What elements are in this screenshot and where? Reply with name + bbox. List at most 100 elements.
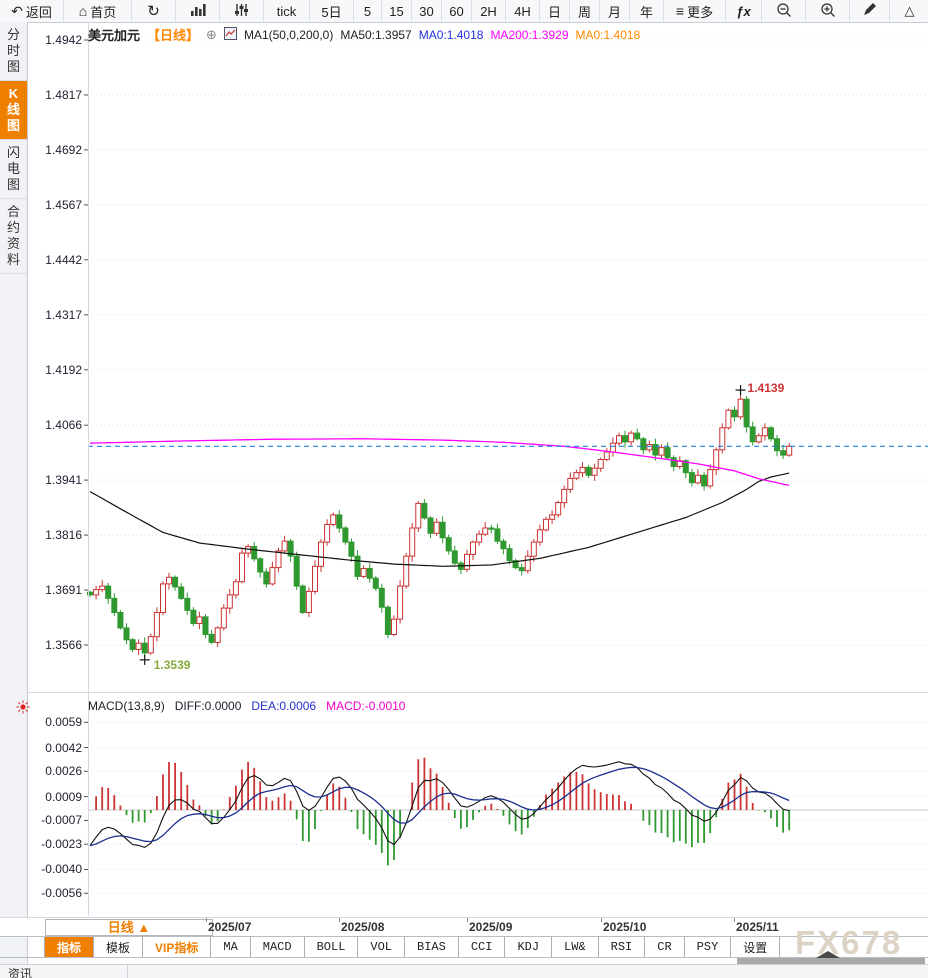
toolbar-button-h2[interactable]: 2H	[472, 0, 506, 22]
tab-template[interactable]: 模板	[93, 937, 144, 957]
toolbar-button-draw[interactable]	[850, 0, 890, 22]
bottom-status-bar: 资讯	[0, 964, 928, 978]
toolbar-button-zoom-out[interactable]	[762, 0, 806, 22]
ma200-value: MA200:1.3929	[490, 27, 569, 42]
horizontal-scrollbar[interactable]	[737, 958, 925, 964]
home-icon: ⌂	[78, 2, 88, 19]
toolbar-button-h4[interactable]: 4H	[506, 0, 540, 22]
x-axis-tick	[734, 918, 735, 922]
tab-cci[interactable]: CCI	[457, 937, 506, 957]
x-axis-strip: 日线 ▲ 2025/07 2025/08 2025/09 2025/10 2025/11	[0, 917, 928, 936]
tab-rsi[interactable]: RSI	[597, 937, 646, 957]
toolbar-button-5d[interactable]: 5日	[310, 0, 354, 22]
chart-canvas[interactable]	[28, 22, 928, 916]
tab-vol[interactable]: VOL	[357, 937, 406, 957]
tab-kdj[interactable]: KDJ	[504, 937, 553, 957]
x-axis-tick	[339, 918, 340, 922]
sidebar-item-contract-info[interactable]: 合 约 资 料	[0, 199, 27, 274]
toolbar-button-m30[interactable]: 30	[412, 0, 442, 22]
toolbar-button-m5[interactable]: 5	[354, 0, 382, 22]
x-axis-label: 2025/08	[341, 920, 385, 934]
x-axis-tick	[601, 918, 602, 922]
main-y-tick-label: 1.4942	[45, 33, 82, 47]
macd-params-label: MACD(13,8,9)	[88, 699, 165, 713]
x-axis-label: 2025/07	[208, 920, 252, 934]
main-y-tick-label: 1.3941	[45, 473, 82, 488]
tab-indicator[interactable]: 指标	[44, 937, 95, 957]
tab-bias[interactable]: BIAS	[404, 937, 459, 957]
add-indicator-icon[interactable]: ⊕	[206, 26, 217, 42]
x-axis-label: 2025/09	[469, 920, 513, 934]
indicator-settings-icon[interactable]	[16, 700, 30, 714]
pencil-icon	[862, 2, 877, 20]
period-selector-button[interactable]: 日线 ▲	[45, 919, 213, 936]
tab-cr[interactable]: CR	[644, 937, 685, 957]
tab-psy[interactable]: PSY	[683, 937, 732, 957]
toolbar-button-back[interactable]: ↶ 返回	[0, 0, 64, 22]
macd-title-row: MACD(13,8,9) DIFF:0.0000 DEA:0.0006 MACD…	[88, 699, 405, 713]
watermark-logo: FX678	[795, 924, 903, 961]
x-axis-tick	[467, 918, 468, 922]
zoom-out-icon	[776, 2, 792, 21]
x-axis-label: 2025/11	[736, 920, 779, 934]
macd-hist-value: MACD:-0.0010	[326, 699, 406, 713]
price-annotation-label: 1.3539	[153, 657, 191, 672]
x-axis-label: 2025/10	[603, 920, 647, 934]
main-y-tick-label: 1.4317	[45, 307, 82, 322]
toolbar-button-sliders[interactable]	[220, 0, 264, 22]
sidebar-item-lightning[interactable]: 闪 电 图	[0, 140, 27, 199]
tabbar-bottom-border	[0, 957, 928, 958]
menu-icon: ≡	[675, 2, 685, 19]
main-y-tick-label: 1.3816	[45, 528, 82, 543]
toolbar-button-month[interactable]: 月	[600, 0, 630, 22]
toolbar-button-home[interactable]: ⌂ 首页	[64, 0, 132, 22]
macd-diff-value: DIFF:0.0000	[174, 699, 242, 713]
toolbar-button-week[interactable]: 周	[570, 0, 600, 22]
toolbar-button-refresh[interactable]: ↻	[132, 0, 176, 22]
sidebar-item-kline[interactable]: K 线 图	[0, 81, 27, 140]
toolbar-button-zoom-in[interactable]	[806, 0, 850, 22]
macd-y-tick-label: -0.0023	[41, 837, 82, 852]
toolbar-button-day[interactable]: 日	[540, 0, 570, 22]
tab-vip[interactable]: VIP指标	[142, 937, 212, 957]
tab-lw[interactable]: LW&	[551, 937, 599, 957]
main-y-tick-label: 1.4066	[45, 418, 82, 433]
chart-title-row: 美元加元 【日线】 ⊕ MA1(50,0,200,0) MA50:1.3957 …	[88, 25, 640, 44]
tab-settings[interactable]: 设置	[730, 937, 781, 957]
sliders-icon	[234, 3, 249, 20]
macd-y-tick-label: 0.0042	[45, 740, 82, 755]
toolbar-button-m15[interactable]: 15	[382, 0, 412, 22]
toolbar-button-bar-chart[interactable]	[176, 0, 220, 22]
toolbar-button-m60[interactable]: 60	[442, 0, 472, 22]
ma0-blue-value: MA0:1.4018	[418, 27, 484, 42]
tab-boll[interactable]: BOLL	[303, 937, 359, 957]
panel-divider	[28, 692, 928, 693]
macd-y-tick-label: 0.0059	[45, 715, 82, 730]
ma0-orange-value: MA0:1.4018	[575, 27, 641, 42]
main-y-tick-label: 1.4442	[45, 252, 82, 267]
main-y-tick-label: 1.3566	[45, 638, 82, 652]
toolbar-button-shape[interactable]: △	[890, 0, 928, 22]
refresh-icon: ↻	[147, 2, 160, 20]
x-axis-tick	[206, 918, 207, 922]
scrollbar-handle-icon[interactable]	[816, 951, 840, 958]
macd-y-tick-label: -0.0056	[41, 886, 82, 901]
macd-dea-value: DEA:0.0006	[251, 699, 317, 713]
bar-chart-icon	[190, 3, 206, 20]
toolbar-button-fx[interactable]: ƒx	[726, 0, 762, 22]
zoom-in-icon	[820, 2, 836, 21]
ma50-value: MA50:1.3957	[340, 27, 412, 42]
tab-macd[interactable]: MACD	[249, 937, 305, 957]
news-tab[interactable]: 资讯	[0, 965, 128, 978]
indicator-tab-bar: 指标 模板 VIP指标 MA MACD BOLL VOL BIAS CCI KDJ LW& RSI CR…	[44, 937, 781, 957]
macd-y-tick-label: 0.0009	[45, 789, 82, 804]
toolbar-button-year[interactable]: 年	[630, 0, 664, 22]
toolbar-button-tick[interactable]: tick	[264, 0, 310, 22]
main-y-tick-label: 1.4567	[45, 197, 82, 212]
sidebar-item-time-share[interactable]: 分 时 图	[0, 22, 27, 81]
tab-ma[interactable]: MA	[210, 937, 251, 957]
price-annotation-label: 1.4139	[747, 381, 785, 396]
toolbar-button-more[interactable]: ≡ 更多	[664, 0, 726, 22]
